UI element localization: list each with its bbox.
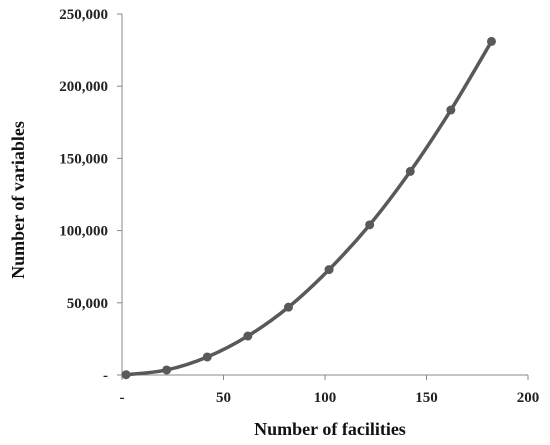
data-point <box>283 302 293 312</box>
series <box>121 36 496 380</box>
y-axis-title: Number of variables <box>8 121 28 279</box>
data-point <box>324 265 334 275</box>
y-tick-label: - <box>103 368 108 384</box>
x-tick-label: 100 <box>314 390 337 406</box>
data-point <box>121 370 131 380</box>
y-tick-label: 200,000 <box>59 79 108 95</box>
y-tick-label: 100,000 <box>59 224 108 240</box>
axes <box>117 13 529 380</box>
series-line <box>125 40 493 377</box>
data-point <box>446 105 456 115</box>
data-point <box>486 36 496 46</box>
y-tick-label: 250,000 <box>59 7 108 23</box>
tick-labels: - 50,000 100,000 150,000 200,000 250,000 - 50 10… <box>59 7 539 406</box>
y-tick-label: 50,000 <box>67 296 108 312</box>
data-point <box>365 220 375 230</box>
x-tick-label: - <box>120 390 125 406</box>
x-axis-title: Number of facilities <box>254 419 406 439</box>
data-point <box>202 352 212 362</box>
data-point <box>243 331 253 341</box>
y-tick-label: 150,000 <box>59 151 108 167</box>
data-point <box>405 166 415 176</box>
x-tick-label: 150 <box>415 390 438 406</box>
x-tick-label: 50 <box>216 390 231 406</box>
data-point <box>162 365 172 375</box>
x-tick-label: 200 <box>517 390 540 406</box>
